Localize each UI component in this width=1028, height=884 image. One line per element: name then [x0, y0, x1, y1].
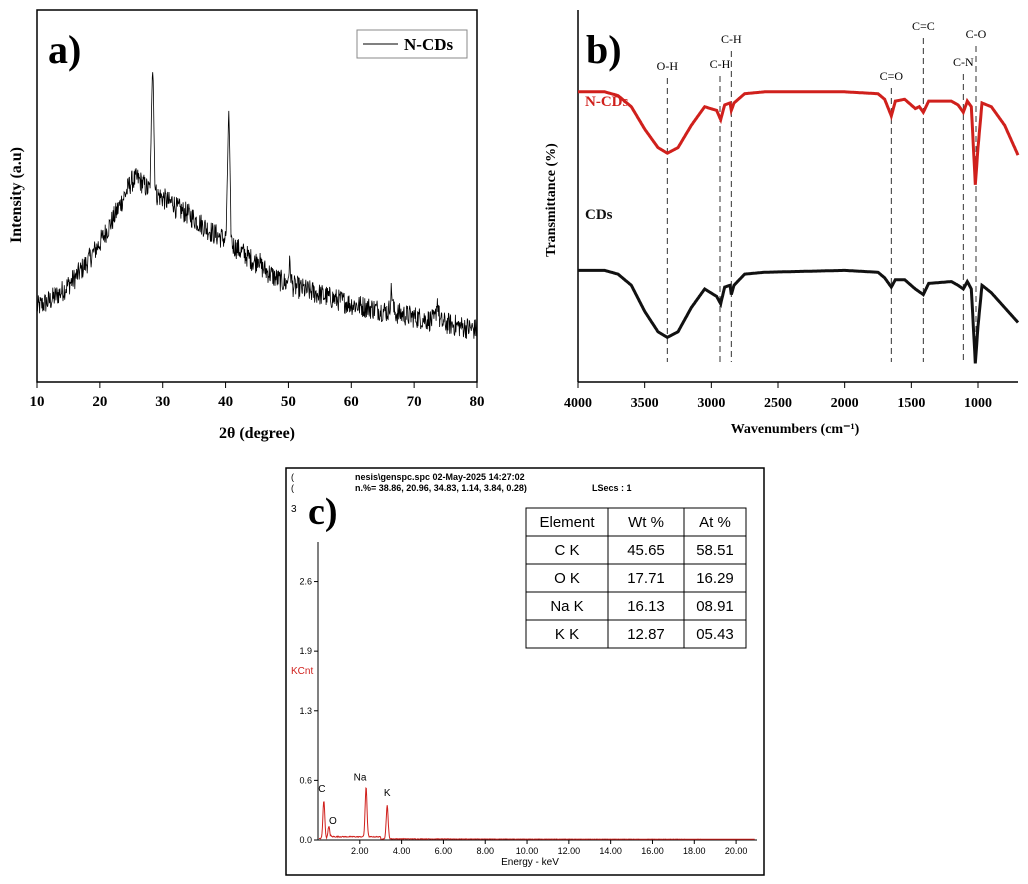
ftir-x-tick-label: 2000 [831, 396, 859, 411]
edx-x-tick-label: 4.00 [393, 846, 411, 856]
edx-header-prefix-1: ( [291, 472, 294, 482]
edx-y-tick-label: 1.9 [299, 646, 312, 656]
ftir-annotation-label: C-H [721, 32, 742, 46]
edx-y-ticks: 0.0 0.6 1.3 1.9 2.6 [299, 577, 318, 845]
xrd-x-tick-label: 20 [92, 394, 107, 410]
edx-chart: ( ( 3 nesis\genspc.spc 02-May-2025 14:27… [285, 467, 765, 877]
ftir-y-label: Transmittance (%) [544, 143, 559, 257]
edx-table-cell-text: Na K [550, 598, 583, 615]
edx-x-tick-label: 8.00 [476, 846, 494, 856]
edx-spectrum [318, 787, 755, 840]
ftir-x-tick-label: 3000 [697, 396, 725, 411]
edx-x-ticks: 2.00 4.00 6.00 8.00 10.00 12.00 14.00 16.00 18.0… [351, 840, 747, 856]
edx-y-tick-label: 2.6 [299, 577, 312, 587]
edx-composition-table: Element Wt % At % C K 45.65 58.51 O K 17.71 16.2… [525, 507, 747, 649]
edx-x-tick-label: 2.00 [351, 846, 369, 856]
xrd-panel-label: a) [48, 27, 81, 72]
edx-table-row: K K 12.87 05.43 [525, 619, 747, 649]
edx-peak-label: Na [354, 772, 367, 783]
ftir-x-tick-label: 1500 [897, 396, 925, 411]
edx-table-cell-text: 08.91 [696, 598, 734, 615]
edx-table-cell-text: Wt % [628, 514, 664, 531]
edx-table-cell-text: K K [555, 626, 579, 643]
edx-panel-label: c) [308, 491, 338, 533]
ftir-series-label-cds: CDs [585, 207, 613, 223]
xrd-x-tick-label: 80 [470, 394, 485, 410]
edx-peak-label: O [329, 816, 337, 827]
edx-table-cell-text: 12.87 [627, 626, 665, 643]
ftir-x-tick-label: 2500 [764, 396, 792, 411]
edx-table-cell-text: C K [554, 542, 579, 559]
ftir-x-tick-label: 3500 [631, 396, 659, 411]
xrd-x-ticks: 10 20 30 40 50 60 70 80 [30, 382, 485, 410]
edx-x-tick-label: 10.00 [516, 846, 539, 856]
edx-table-cell-text: 58.51 [696, 542, 734, 559]
edx-x-tick-label: 6.00 [435, 846, 453, 856]
xrd-legend-label: N-CDs [404, 35, 453, 54]
ftir-x-tick-label: 1000 [964, 396, 992, 411]
xrd-x-tick-label: 70 [407, 394, 422, 410]
ftir-series-label-n-cds: N-CDs [585, 94, 628, 110]
xrd-x-tick-label: 60 [344, 394, 359, 410]
edx-x-tick-label: 20.00 [725, 846, 748, 856]
edx-header-prefix-3: 3 [291, 504, 297, 515]
ftir-annotation-lines: O-H C-H C-H C=O C=C C-N C-O [657, 19, 987, 362]
ftir-x-label: Wavenumbers (cm⁻¹) [731, 422, 860, 437]
ftir-x-tick-label: 4000 [564, 396, 592, 411]
xrd-legend: N-CDs [356, 29, 468, 59]
edx-x-label: Energy - keV [501, 857, 559, 868]
edx-table-cell-text: 16.29 [696, 570, 734, 587]
xrd-y-label: Intensity (a.u) [8, 147, 25, 243]
ftir-x-ticks: 4000 3500 3000 2500 2000 1500 1000 [564, 382, 992, 411]
ftir-n-cds-line [578, 90, 1020, 185]
ftir-annotation-label: C-N [953, 55, 974, 69]
ftir-chart: b) O-H C-H C-H C=O C=C C-N C-O N-CDs CDs 4000 3… [515, 0, 1028, 455]
ftir-annotation-label: C-H [710, 57, 731, 71]
xrd-x-tick-label: 40 [218, 394, 233, 410]
ftir-annotation-label: C=C [912, 19, 935, 33]
edx-table-cell-text: 16.13 [627, 598, 665, 615]
edx-y-tick-label: 1.3 [299, 706, 312, 716]
ftir-annotation-label: C-O [966, 27, 987, 41]
ftir-annotation-label: O-H [657, 59, 679, 73]
edx-table-cell-text: At % [699, 514, 731, 531]
edx-x-tick-label: 12.00 [558, 846, 581, 856]
xrd-x-tick-label: 30 [155, 394, 170, 410]
edx-table-cell-text: O K [554, 570, 580, 587]
xrd-pattern-line [36, 72, 478, 339]
edx-table-cell-text: 17.71 [627, 570, 665, 587]
edx-y-tick-label: 0.6 [299, 775, 312, 785]
xrd-x-tick-label: 10 [30, 394, 45, 410]
edx-peak-label: K [384, 788, 391, 799]
edx-table-cell-text: 05.43 [696, 626, 734, 643]
edx-chart-svg: ( ( 3 nesis\genspc.spc 02-May-2025 14:27… [285, 467, 765, 876]
edx-peak-labels: C O Na K [318, 772, 391, 827]
edx-y-label: KCnt [291, 666, 313, 677]
edx-lsecs: LSecs : 1 [592, 483, 632, 493]
edx-x-tick-label: 18.00 [683, 846, 706, 856]
edx-header-prefix-2: ( [291, 483, 294, 493]
ftir-cds-line [578, 268, 1020, 364]
xrd-x-label: 2θ (degree) [219, 425, 295, 442]
edx-table-cell-text: Element [539, 514, 595, 531]
edx-x-tick-label: 16.00 [641, 846, 664, 856]
edx-y-tick-label: 0.0 [299, 835, 312, 845]
ftir-panel-label: b) [586, 27, 622, 72]
edx-x-tick-label: 14.00 [599, 846, 622, 856]
ftir-chart-svg: b) O-H C-H C-H C=O C=C C-N C-O N-CDs CDs 4000 3… [544, 10, 1020, 437]
ftir-annotation-label: C=O [880, 69, 904, 83]
xrd-chart: a) N-CDs 10 20 30 40 50 60 70 80 2θ (degree) In… [0, 0, 500, 455]
edx-header-line-2: n.%= 38.86, 20.96, 34.83, 1.14, 3.84, 0.… [355, 483, 527, 493]
edx-table-header-row: Element Wt % At % [525, 507, 747, 537]
edx-table-row: O K 17.71 16.29 [525, 563, 747, 593]
edx-header-line-1: nesis\genspc.spc 02-May-2025 14:27:02 [355, 472, 525, 482]
xrd-x-tick-label: 50 [281, 394, 296, 410]
edx-table-cell-text: 45.65 [627, 542, 665, 559]
xrd-plot-frame [36, 9, 478, 383]
edx-table-cell [683, 619, 747, 649]
edx-peak-label: C [318, 784, 325, 795]
xrd-chart-svg: a) N-CDs 10 20 30 40 50 60 70 80 2θ (degree) In… [8, 9, 485, 442]
edx-table-border [525, 507, 747, 649]
